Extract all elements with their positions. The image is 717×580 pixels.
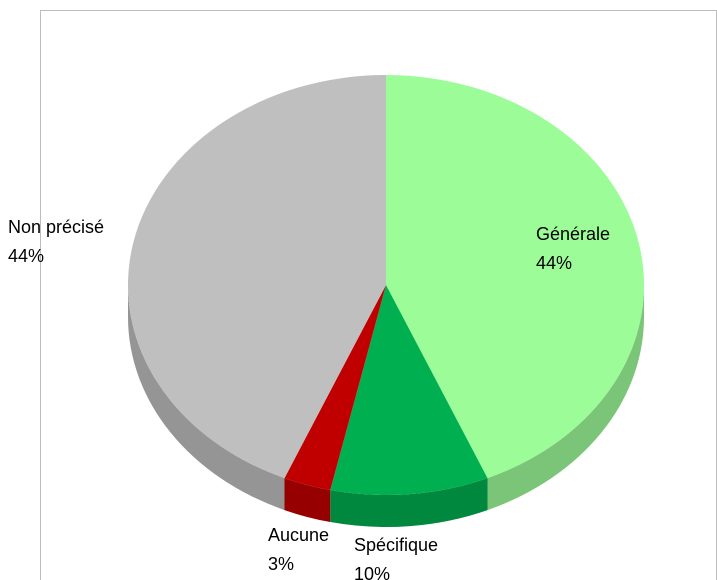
slice-side xyxy=(330,478,488,527)
data-label-value: 3% xyxy=(268,554,294,574)
slice-side xyxy=(284,478,331,523)
data-label-value: 44% xyxy=(536,253,572,273)
data-label-value: 10% xyxy=(354,564,390,580)
data-label-name: Aucune xyxy=(268,525,329,545)
slice-side xyxy=(487,285,644,511)
slice xyxy=(284,285,386,491)
slice-side xyxy=(128,285,285,511)
slice xyxy=(128,75,386,479)
data-label-name: Générale xyxy=(536,224,610,244)
data-label-name: Non précisé xyxy=(8,217,104,237)
data-label-name: Spécifique xyxy=(354,535,438,555)
slice xyxy=(330,285,488,496)
slice xyxy=(386,75,644,479)
data-label-value: 44% xyxy=(8,246,44,266)
